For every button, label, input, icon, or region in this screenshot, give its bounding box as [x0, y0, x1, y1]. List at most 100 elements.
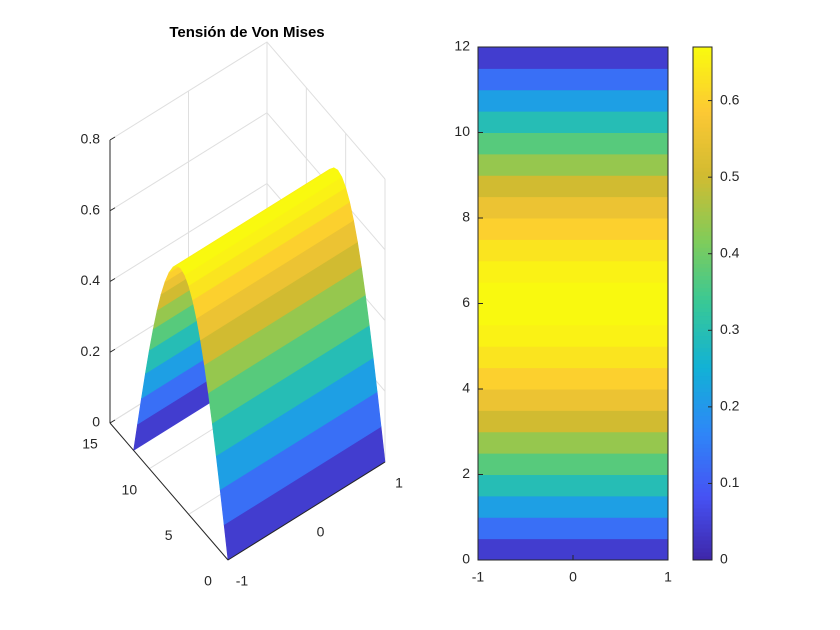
colorbar-step	[693, 379, 712, 385]
z-tick-label: 0.8	[81, 131, 101, 147]
colorbar-step	[693, 363, 712, 369]
colorbar-step	[693, 435, 712, 441]
colorbar-step	[693, 459, 712, 465]
colorbar-step	[693, 555, 712, 561]
tick-mark	[109, 348, 116, 353]
colorbar-step	[693, 211, 712, 216]
y-tick-label: 0	[462, 551, 470, 567]
colorbar-step	[693, 71, 712, 76]
colorbar-step	[693, 551, 712, 557]
colorbar-step	[693, 147, 712, 152]
colorbar-step	[693, 491, 712, 497]
colorbar-step	[693, 495, 712, 501]
colorbar-box	[692, 46, 713, 561]
colorbar-step	[693, 463, 712, 469]
colorbar-step	[693, 431, 712, 437]
colorbar-tick-label: 0.4	[720, 244, 740, 260]
colorbar-step	[693, 479, 712, 485]
heat-cell	[478, 132, 668, 155]
x-tick-label: 0	[317, 524, 325, 540]
colorbar-step	[693, 307, 712, 313]
heat-cell	[478, 175, 668, 198]
colorbar-step	[693, 443, 712, 449]
x-tick-label: 0	[569, 569, 577, 585]
colorbar-step	[693, 283, 712, 288]
colorbar-step	[693, 439, 712, 445]
axis-line	[227, 461, 386, 561]
y-tick-label: 10	[454, 123, 470, 139]
colorbar-step	[693, 323, 712, 329]
colorbar-step	[693, 267, 712, 272]
colorbar-tick-label: 0	[720, 551, 728, 567]
colorbar-step	[693, 207, 712, 212]
colorbar-step	[693, 155, 712, 160]
colorbar-step	[693, 127, 712, 132]
y-tick-label: 5	[165, 527, 173, 543]
colorbar-step	[693, 303, 712, 309]
colorbar-step	[693, 427, 712, 433]
colorbar-step	[693, 215, 712, 220]
colorbar-step	[693, 487, 712, 493]
colorbar-tick-label: 0.2	[720, 398, 740, 414]
colorbar-step	[693, 523, 712, 529]
colorbar-step	[693, 255, 712, 260]
colorbar-step	[693, 355, 712, 361]
colorbar-step	[693, 291, 712, 296]
colorbar-step	[693, 59, 712, 64]
colorbar-step	[693, 411, 712, 417]
heat-cell	[478, 111, 668, 133]
heat-cell	[478, 367, 668, 390]
colorbar-step	[693, 471, 712, 477]
colorbar-step	[693, 131, 712, 136]
heat-cell	[478, 324, 668, 347]
colorbar-step	[693, 79, 712, 84]
y-tick-label: 15	[82, 436, 98, 452]
heat-cell	[478, 474, 668, 497]
heat-cell	[478, 495, 668, 518]
colorbar-step	[693, 483, 712, 489]
colorbar-step	[693, 143, 712, 148]
colorbar-step	[693, 507, 712, 513]
colorbar-step	[693, 279, 712, 284]
colorbar-step	[693, 515, 712, 521]
colorbar-step	[693, 103, 712, 108]
heat-cell	[478, 346, 668, 369]
colorbar-step	[693, 339, 712, 345]
y-tick-label: 10	[122, 481, 138, 497]
colorbar-step	[693, 423, 712, 429]
x-tick-label: -1	[472, 569, 485, 585]
colorbar-step	[693, 251, 712, 256]
colorbar-step	[693, 543, 712, 549]
y-tick-label: 0	[204, 573, 212, 589]
colorbar-step	[693, 107, 712, 112]
colorbar-step	[693, 163, 712, 168]
colorbar-tick-label: 0.3	[720, 321, 740, 337]
heat-cell	[478, 196, 668, 219]
colorbar-step	[693, 343, 712, 349]
colorbar-step	[693, 511, 712, 517]
colorbar-step	[693, 63, 712, 68]
heat-cell	[478, 218, 668, 240]
colorbar-step	[693, 371, 712, 377]
z-tick-label: 0.4	[81, 272, 101, 288]
colorbar-step	[693, 219, 712, 224]
colorbar-step	[693, 547, 712, 553]
colorbar-step	[693, 327, 712, 333]
colorbar-step	[693, 47, 712, 52]
tick-mark	[109, 136, 116, 141]
z-tick-label: 0.6	[81, 201, 101, 217]
colorbar-step	[693, 75, 712, 80]
axis-line	[109, 422, 229, 561]
colorbar-step	[693, 55, 712, 60]
colorbar-step	[693, 395, 712, 401]
colorbar-step	[693, 335, 712, 341]
colorbar-step	[693, 503, 712, 509]
y-tick-label: 2	[462, 465, 470, 481]
colorbar-step	[693, 175, 712, 180]
heat-cell	[478, 68, 668, 91]
tick-mark	[109, 278, 116, 282]
colorbar-step	[693, 99, 712, 104]
colorbar-step	[693, 311, 712, 317]
x-tick-label: 1	[664, 569, 672, 585]
colorbar-step	[693, 167, 712, 172]
